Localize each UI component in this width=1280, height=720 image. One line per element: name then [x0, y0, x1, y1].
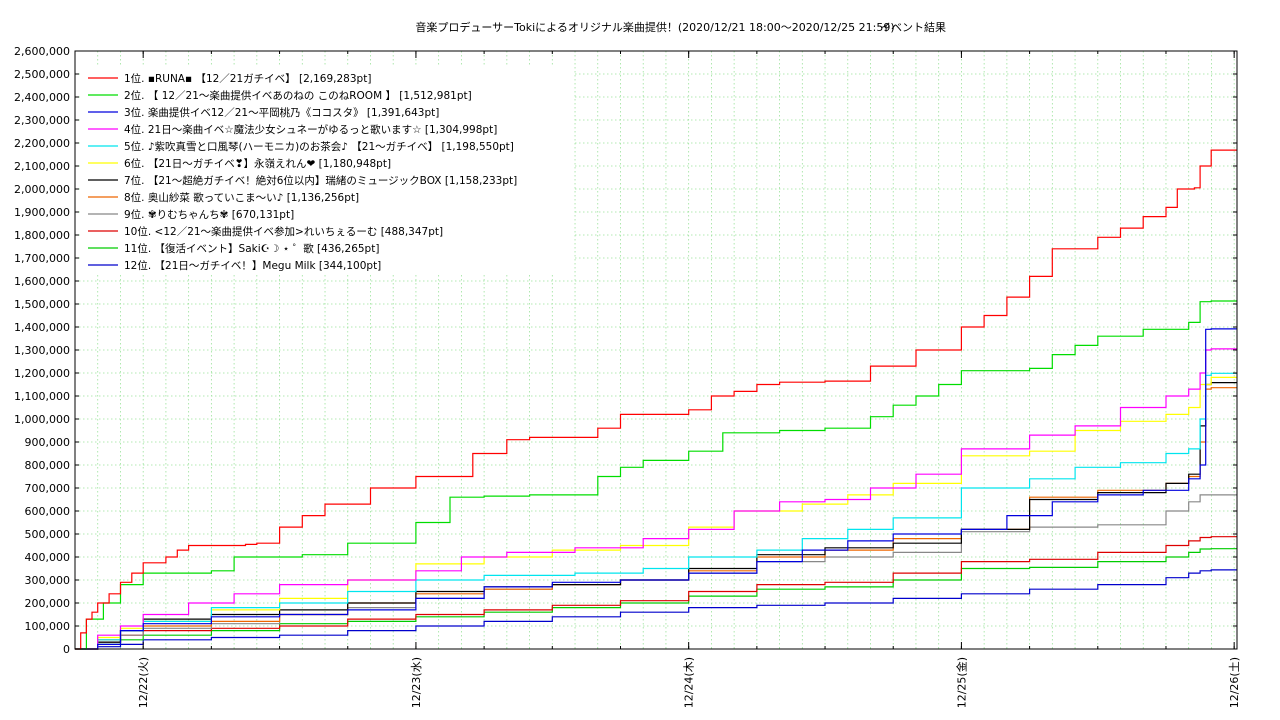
series-line-6 — [75, 376, 1237, 650]
y-tick-label: 700,000 — [25, 482, 71, 495]
y-tick-label: 1,600,000 — [14, 275, 70, 288]
x-tick-label: 12/25(金) — [954, 657, 968, 708]
y-tick-label: 1,000,000 — [14, 413, 70, 426]
y-tick-label: 2,000,000 — [14, 183, 70, 196]
chart-title: 音楽プロデューサーTokiによるオリジナル楽曲提供！(2020/12/21 18… — [415, 20, 894, 34]
legend-label: 9位. ✾りむちゃんち✾ [670,131pt] — [124, 208, 294, 221]
y-tick-label: 1,700,000 — [14, 252, 70, 265]
series-line-12 — [75, 569, 1237, 650]
y-tick-label: 100,000 — [25, 620, 71, 633]
series-line-2 — [75, 300, 1237, 650]
legend-label: 1位. ▪RUNA▪ 【12／21ガチイベ】 [2,169,283pt] — [124, 72, 371, 85]
y-tick-label: 1,800,000 — [14, 229, 70, 242]
y-tick-label: 500,000 — [25, 528, 71, 541]
y-tick-label: 2,300,000 — [14, 114, 70, 127]
x-tick-label: 12/26(土) — [1228, 657, 1241, 708]
y-tick-label: 1,200,000 — [14, 367, 70, 380]
series-line-10 — [75, 536, 1237, 650]
series-line-11 — [75, 548, 1237, 650]
legend-label: 12位. 【21日〜ガチイベ！】Megu Milk [344,100pt] — [124, 259, 381, 272]
x-tick-label: 12/23(水) — [410, 657, 423, 708]
x-tick-label: 12/24(木) — [683, 657, 696, 708]
series-line-1 — [75, 149, 1237, 650]
series-line-5 — [75, 372, 1237, 650]
y-tick-label: 2,500,000 — [14, 68, 70, 81]
y-tick-label: 2,400,000 — [14, 91, 70, 104]
x-tick-label: 12/22(火) — [137, 657, 150, 708]
y-tick-label: 1,300,000 — [14, 344, 70, 357]
legend-label: 6位. 【21日〜ガチイベ❣】永嶺えれん❤ [1,180,948pt] — [124, 157, 391, 170]
series-lines — [75, 149, 1237, 650]
y-tick-label: 1,100,000 — [14, 390, 70, 403]
legend-label: 8位. 奥山紗菜 歌っていこま〜い♪ [1,136,256pt] — [124, 191, 359, 204]
series-line-3 — [75, 328, 1237, 650]
y-tick-label: 0 — [63, 643, 70, 656]
legend-box — [80, 66, 574, 275]
legend-label: 3位. 楽曲提供イベ12／21〜平岡桃乃《ココスタ》 [1,391,643pt] — [124, 106, 439, 119]
y-tick-label: 600,000 — [25, 505, 71, 518]
y-tick-label: 1,400,000 — [14, 321, 70, 334]
legend-label: 2位. 【 12／21〜楽曲提供イベあのねの このねROOM 】 [1,512,… — [124, 89, 472, 102]
y-tick-label: 2,200,000 — [14, 137, 70, 150]
legend-label: 11位. 【復活イベント】Saki☪︎☽︎ ⋆ ゜歌 [436,265pt] — [124, 242, 379, 255]
y-tick-label: 1,500,000 — [14, 298, 70, 311]
legend-label: 4位. 21日〜楽曲イベ☆魔法少女シュネーがゆるっと歌います☆ [1,304,9… — [124, 123, 497, 136]
y-tick-label: 2,600,000 — [14, 45, 70, 58]
y-tick-label: 800,000 — [25, 459, 71, 472]
series-line-7 — [75, 382, 1237, 650]
legend-label: 10位. <12／21〜楽曲提供イベ参加>れいちぇるーむ [488,347pt] — [124, 225, 443, 238]
legend-label: 5位. ♪紫吹真雪と口風琴(ハーモニカ)のお茶会♪ 【21〜ガチイベ】 [1,1… — [124, 140, 514, 153]
series-line-4 — [75, 348, 1237, 650]
y-tick-label: 400,000 — [25, 551, 71, 564]
axes: 0 100,000 200,000 300,000 400,000 500,000 600,… — [14, 45, 1241, 708]
y-tick-label: 2,100,000 — [14, 160, 70, 173]
y-tick-label: 1,900,000 — [14, 206, 70, 219]
y-tick-label: 200,000 — [25, 597, 71, 610]
legend: 1位. ▪RUNA▪ 【12／21ガチイベ】 [2,169,283pt] 2位. … — [80, 66, 574, 275]
y-tick-label: 300,000 — [25, 574, 71, 587]
legend-label: 7位. 【21〜超絶ガチイベ！絶対6位以内】瑞緒のミュージックBOX [1,15… — [124, 174, 517, 187]
chart-subtitle: イベント結果 — [880, 20, 946, 34]
y-tick-label: 900,000 — [25, 436, 71, 449]
